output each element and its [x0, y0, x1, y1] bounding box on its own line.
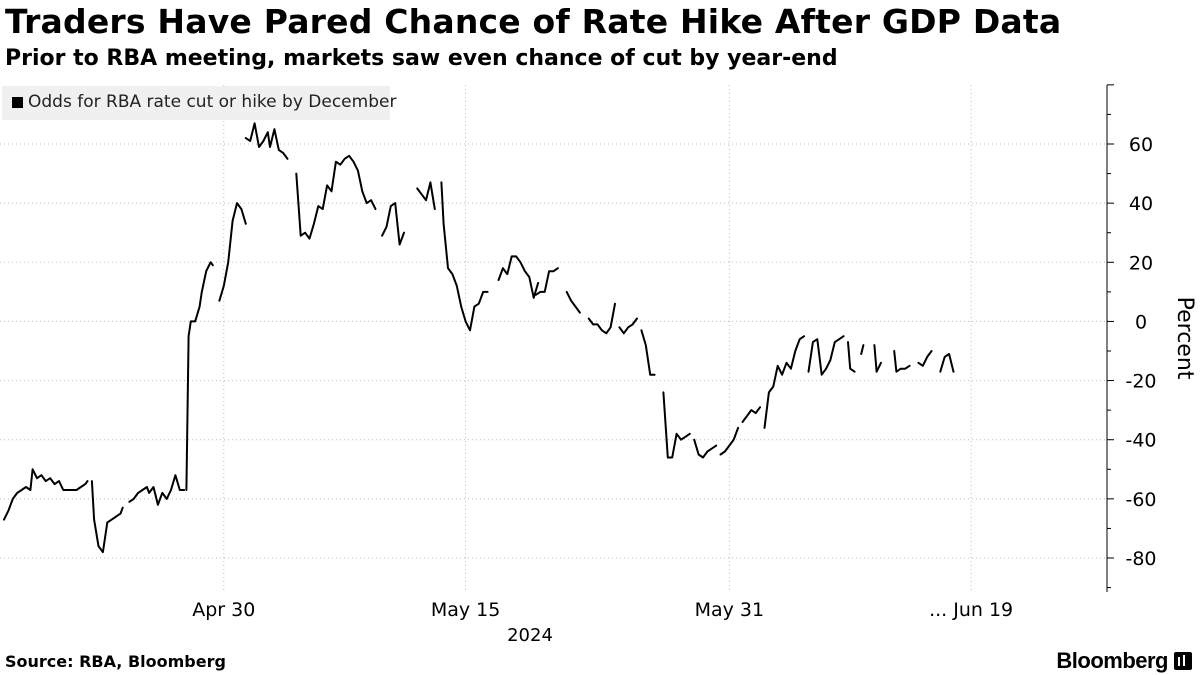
- series-segment: [416, 181, 436, 211]
- series-segment: [807, 335, 845, 376]
- x-tick-label: May 15: [431, 599, 501, 621]
- y-tick-label: -60: [1125, 489, 1156, 511]
- x-tick-label: May 31: [695, 599, 765, 621]
- series-segment: [3, 468, 89, 521]
- series-line: [3, 122, 955, 554]
- legend: Odds for RBA rate cut or hike by Decembe…: [2, 86, 396, 120]
- y-tick-label: 20: [1129, 252, 1153, 274]
- y-axis: 60 40 20 0 -20 -40 -60 -80: [1106, 84, 1157, 592]
- y-tick-label: -80: [1125, 548, 1156, 570]
- series-segment: [873, 344, 882, 373]
- chart-subtitle: Prior to RBA meeting, markets saw even c…: [5, 46, 838, 71]
- series-segment: [497, 255, 540, 299]
- series-segment: [741, 406, 762, 423]
- y-tick-label: 0: [1135, 311, 1147, 333]
- y-tick-label: -40: [1125, 430, 1156, 452]
- series-segment: [860, 344, 865, 355]
- series-segment: [917, 350, 933, 367]
- series-segment: [218, 202, 247, 302]
- series-segment: [847, 341, 856, 373]
- series-segment: [381, 202, 405, 246]
- series-segment: [185, 261, 214, 491]
- series-segment: [939, 353, 955, 373]
- x-tick-label: Apr 30: [192, 599, 255, 621]
- series-segment: [295, 154, 377, 240]
- y-tick-label: 60: [1129, 134, 1153, 156]
- bloomberg-mark-icon: [1174, 652, 1192, 670]
- legend-label: Odds for RBA rate cut or hike by Decembe…: [28, 92, 397, 112]
- x-axis-year-label: 2024: [507, 625, 553, 646]
- series-segment: [763, 335, 806, 429]
- series-segment: [618, 317, 638, 335]
- series-segment: [893, 350, 911, 373]
- y-axis-label: Percent: [1172, 297, 1197, 380]
- series-segment: [440, 181, 489, 332]
- x-tick-label: ... Jun 19: [929, 599, 1013, 621]
- series-segment: [662, 391, 691, 459]
- y-tick-label: 40: [1129, 193, 1153, 215]
- bloomberg-logo: Bloomberg: [1056, 648, 1168, 673]
- series-segment: [90, 480, 124, 554]
- y-tick-label: -20: [1125, 371, 1156, 393]
- gridlines: [0, 85, 1107, 592]
- legend-swatch: [12, 97, 23, 108]
- x-axis: Apr 30 May 15 May 31 ... Jun 19: [192, 599, 1013, 621]
- series-segment: [565, 290, 581, 314]
- series-segment: [693, 438, 718, 459]
- series-segment: [244, 122, 289, 160]
- series-segment: [640, 329, 656, 376]
- series-segment: [587, 302, 616, 335]
- source-note: Source: RBA, Bloomberg: [5, 652, 226, 671]
- series-segment: [128, 474, 186, 506]
- series-segment: [534, 267, 559, 296]
- chart-title: Traders Have Pared Chance of Rate Hike A…: [5, 2, 1062, 41]
- series-segment: [719, 426, 740, 456]
